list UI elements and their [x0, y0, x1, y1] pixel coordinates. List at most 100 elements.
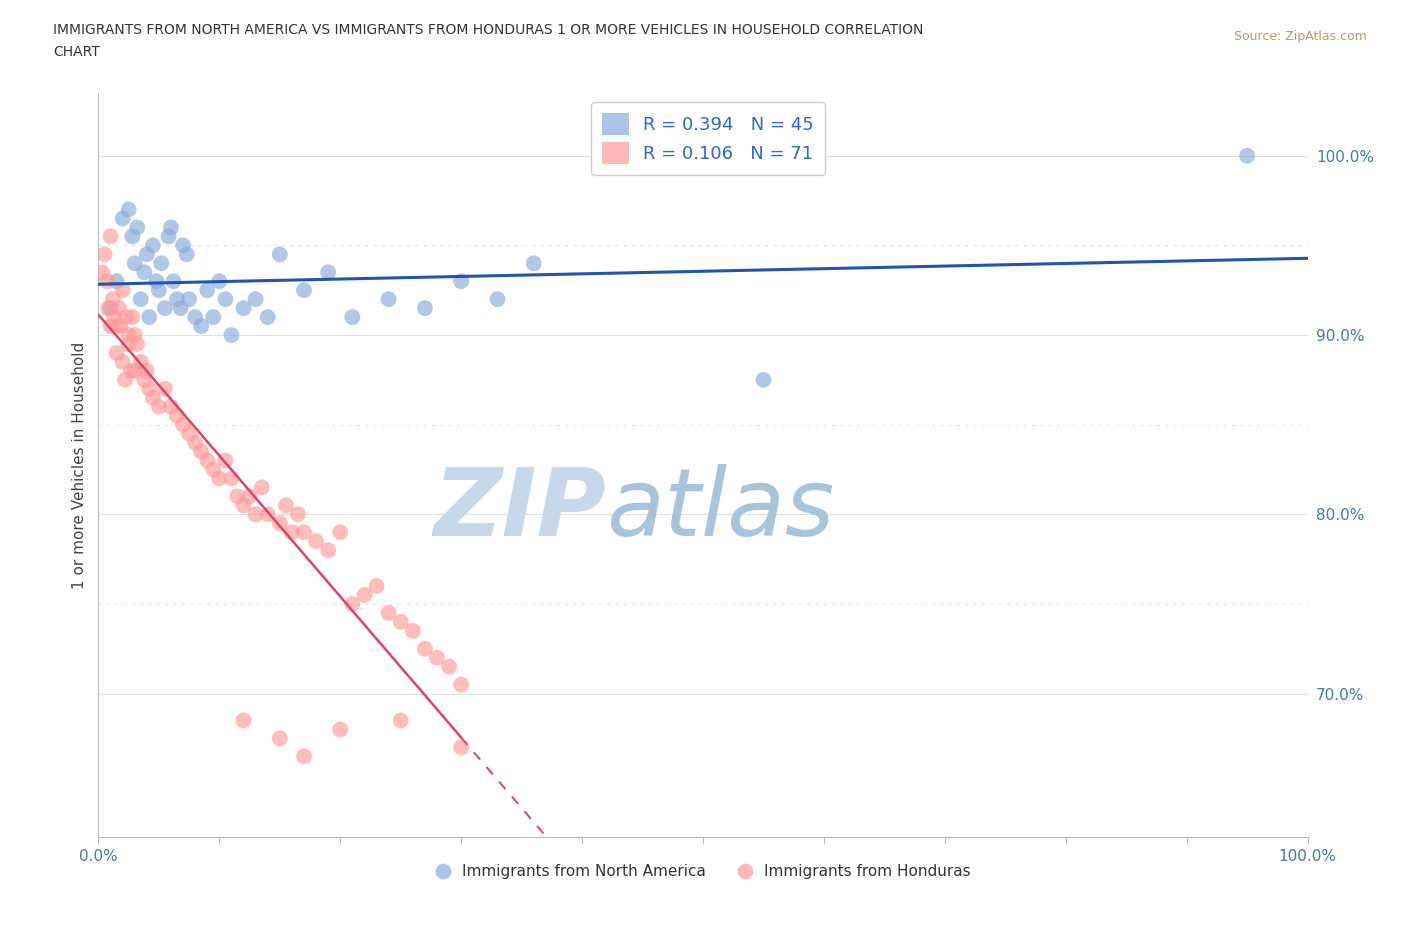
Point [148, 283, 170, 298]
Point [752, 372, 775, 387]
Point [232, 713, 254, 728]
Point [426, 650, 449, 665]
Point [129, 354, 152, 369]
Point [138, 381, 160, 396]
Point [353, 588, 375, 603]
Point [413, 642, 436, 657]
Point [208, 471, 231, 485]
Point [450, 677, 472, 692]
Point [105, 346, 128, 361]
Point [190, 445, 212, 459]
Point [118, 327, 141, 342]
Point [342, 596, 364, 611]
Point [250, 480, 273, 495]
Point [329, 525, 352, 539]
Point [208, 273, 231, 288]
Point [105, 319, 128, 334]
Point [124, 256, 146, 271]
Point [121, 310, 143, 325]
Point [179, 292, 201, 307]
Point [97, 300, 120, 315]
Point [486, 292, 509, 307]
Point [1236, 148, 1258, 163]
Point [287, 507, 309, 522]
Text: CHART: CHART [53, 45, 100, 59]
Point [281, 525, 304, 539]
Point [101, 292, 124, 307]
Point [150, 256, 173, 271]
Legend: Immigrants from North America, Immigrants from Honduras: Immigrants from North America, Immigrant… [429, 858, 977, 885]
Text: IMMIGRANTS FROM NORTH AMERICA VS IMMIGRANTS FROM HONDURAS 1 OR MORE VEHICLES IN : IMMIGRANTS FROM NORTH AMERICA VS IMMIGRA… [53, 23, 924, 37]
Point [221, 327, 243, 342]
Point [148, 399, 170, 414]
Point [127, 337, 149, 352]
Point [450, 273, 472, 288]
Point [329, 722, 352, 737]
Text: Source: ZipAtlas.com: Source: ZipAtlas.com [1233, 30, 1367, 43]
Point [124, 327, 146, 342]
Point [145, 273, 167, 288]
Point [402, 623, 425, 638]
Point [413, 300, 436, 315]
Point [342, 310, 364, 325]
Point [316, 543, 339, 558]
Point [366, 578, 388, 593]
Point [96, 273, 118, 288]
Text: ZIP: ZIP [433, 464, 606, 555]
Point [118, 337, 141, 352]
Point [138, 310, 160, 325]
Point [256, 310, 278, 325]
Point [142, 238, 165, 253]
Point [108, 300, 131, 315]
Point [377, 605, 399, 620]
Point [124, 364, 146, 379]
Point [202, 462, 225, 477]
Point [134, 372, 156, 387]
Point [100, 229, 122, 244]
Point [162, 273, 184, 288]
Point [134, 265, 156, 280]
Point [142, 391, 165, 405]
Point [172, 418, 194, 432]
Point [214, 292, 236, 307]
Point [153, 300, 176, 315]
Point [111, 211, 134, 226]
Point [269, 246, 291, 261]
Point [176, 246, 198, 261]
Point [105, 273, 128, 288]
Point [153, 381, 176, 396]
Point [232, 300, 254, 315]
Point [239, 489, 262, 504]
Point [108, 319, 131, 334]
Point [214, 453, 236, 468]
Point [190, 319, 212, 334]
Point [169, 300, 191, 315]
Point [245, 507, 267, 522]
Point [377, 292, 399, 307]
Point [195, 453, 218, 468]
Point [111, 354, 134, 369]
Point [450, 740, 472, 755]
Point [389, 713, 412, 728]
Point [157, 229, 180, 244]
Point [179, 426, 201, 441]
Point [121, 229, 143, 244]
Point [523, 256, 546, 271]
Point [135, 246, 157, 261]
Point [103, 310, 125, 325]
Point [269, 731, 291, 746]
Point [232, 498, 254, 512]
Point [114, 372, 136, 387]
Point [166, 292, 188, 307]
Point [91, 265, 114, 280]
Point [269, 516, 291, 531]
Point [135, 364, 157, 379]
Point [195, 283, 218, 298]
Point [172, 238, 194, 253]
Point [274, 498, 297, 512]
Point [160, 220, 183, 235]
Point [437, 659, 460, 674]
Point [292, 749, 315, 764]
Point [184, 435, 207, 450]
Point [129, 292, 152, 307]
